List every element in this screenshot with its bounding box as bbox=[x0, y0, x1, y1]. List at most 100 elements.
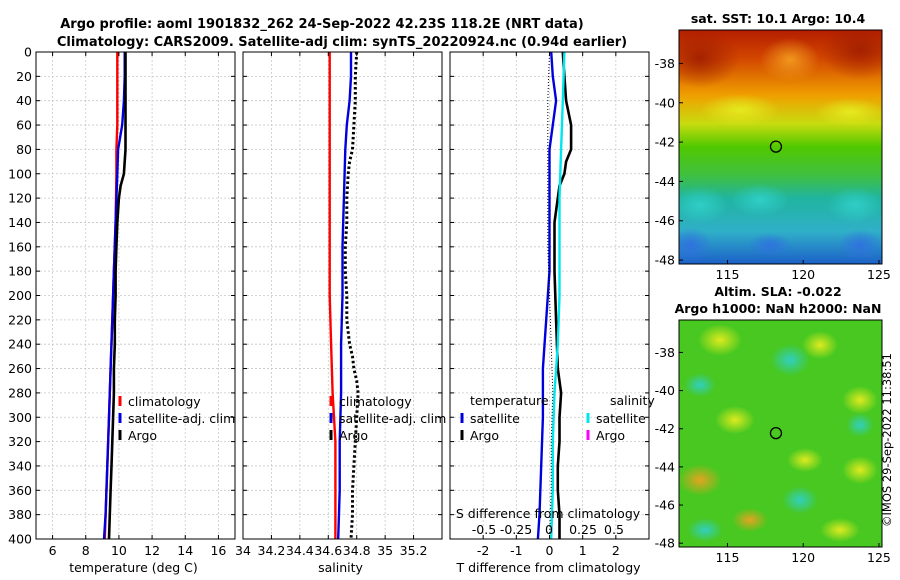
y-tick-label: 160 bbox=[8, 239, 32, 254]
legend-label: Argo bbox=[339, 428, 368, 443]
legend-label: climatology bbox=[128, 394, 201, 409]
x-tick-label: 1 bbox=[579, 543, 587, 558]
sst-map-title: sat. SST: 10.1 Argo: 10.4 bbox=[691, 11, 866, 26]
figure-title-line2: Climatology: CARS2009. Satellite-adj cli… bbox=[57, 35, 627, 50]
y-tick-label: -46 bbox=[655, 498, 675, 513]
y-tick-label: 40 bbox=[16, 93, 32, 108]
imos-stamp: ©IMOS 29-Sep-2022 11:38:51 bbox=[880, 353, 894, 527]
x-axis-label: salinity bbox=[318, 560, 363, 575]
y-tick-label: 220 bbox=[8, 312, 32, 327]
x-tick-label: 14 bbox=[177, 543, 193, 558]
x-tick-label: -1 bbox=[510, 543, 522, 558]
y-tick-label: 100 bbox=[8, 166, 32, 181]
series-line-argo bbox=[107, 52, 127, 540]
x-tick-label: 10 bbox=[111, 543, 127, 558]
sla-map-title-line2: Argo h1000: NaN h2000: NaN bbox=[675, 301, 882, 316]
x-tick-label: 8 bbox=[82, 543, 90, 558]
sla-map-title-line1: Altim. SLA: -0.022 bbox=[714, 284, 841, 299]
series-line-argo bbox=[343, 51, 360, 540]
legend-title-salinity: salinity bbox=[610, 393, 655, 408]
argo-position-marker bbox=[769, 426, 783, 440]
temperature-panel: 0 20 40 60 80 100 120 140 160 180 200 220 240 260 280 3… bbox=[8, 45, 236, 575]
x-tick-label: 125 bbox=[867, 267, 891, 282]
y-tick-label: -44 bbox=[655, 174, 675, 189]
y-tick-label: 120 bbox=[8, 191, 32, 206]
y-tick-label: 0 bbox=[24, 45, 32, 60]
sla-heatmap bbox=[679, 320, 882, 547]
y-tick-label: 20 bbox=[16, 69, 32, 84]
x-axis-label: T difference from climatology bbox=[455, 560, 641, 575]
x-tick-label: 34.4 bbox=[286, 543, 314, 558]
x-tick-label: 34 bbox=[235, 543, 251, 558]
series-line-satellite-adj-clim bbox=[102, 52, 126, 540]
y-tick-label: 340 bbox=[8, 458, 32, 473]
legend-label: Argo bbox=[596, 428, 625, 443]
s-tick-label: 0.25 bbox=[569, 522, 597, 537]
x-tick-label: 35 bbox=[377, 543, 393, 558]
argo-position-marker bbox=[769, 140, 783, 153]
y-tick-label: 320 bbox=[8, 434, 32, 449]
figure-title-line1: Argo profile: aoml 1901832_262 24-Sep-20… bbox=[60, 17, 584, 32]
y-tick-label: -48 bbox=[655, 536, 675, 551]
y-tick-label: 360 bbox=[8, 483, 32, 498]
y-tick-label: 380 bbox=[8, 507, 32, 522]
y-tick-label: -42 bbox=[655, 421, 675, 436]
y-tick-label: -38 bbox=[655, 345, 675, 360]
x-axis-label: temperature (deg C) bbox=[69, 560, 198, 575]
y-tick-label: -48 bbox=[655, 253, 675, 268]
series-line-t-argo bbox=[553, 51, 573, 539]
x-tick-label: 35.2 bbox=[400, 543, 428, 558]
x-tick-label: 34.8 bbox=[343, 543, 371, 558]
y-tick-label: 400 bbox=[8, 532, 32, 547]
s-tick-label: 0 bbox=[545, 522, 553, 537]
s-tick-label: 0.5 bbox=[604, 522, 624, 537]
s-tick-label: -0.5 bbox=[472, 522, 496, 537]
x-tick-label: 0 bbox=[546, 543, 554, 558]
sst-map-frame bbox=[678, 29, 883, 265]
legend-label: satellite-adj. clim bbox=[128, 411, 235, 426]
x-tick-label: 34.6 bbox=[314, 543, 342, 558]
x-tick-label: 16 bbox=[210, 543, 226, 558]
x-tick-label: 12 bbox=[144, 543, 160, 558]
s-tick-label: -0.25 bbox=[500, 522, 532, 537]
x-tick-label: 115 bbox=[716, 550, 740, 565]
series-line-s-zero bbox=[547, 51, 554, 540]
legend-label: climatology bbox=[339, 394, 412, 409]
legend-label: satellite bbox=[470, 411, 520, 426]
y-tick-label: 240 bbox=[8, 337, 32, 352]
sla-map-panel: Altim. SLA: -0.022 Argo h1000: NaN h2000… bbox=[655, 284, 891, 565]
sst-map-panel: sat. SST: 10.1 Argo: 10.4 115 120 125 -38 -4… bbox=[655, 11, 891, 282]
x-tick-label: -2 bbox=[477, 543, 489, 558]
sst-heatmap bbox=[679, 30, 882, 264]
series-line-t-satellite bbox=[536, 51, 558, 540]
legend-label: satellite-adj. clim bbox=[339, 411, 446, 426]
salinity-panel: 34 34.2 34.4 34.6 34.8 35 35.2 salinity climatol… bbox=[235, 51, 446, 575]
y-tick-label: 60 bbox=[16, 118, 32, 133]
y-tick-label: -38 bbox=[655, 56, 675, 71]
y-tick-label: -46 bbox=[655, 213, 675, 228]
legend-label: satellite bbox=[596, 411, 646, 426]
y-tick-label: -44 bbox=[655, 459, 675, 474]
series-line-satellite-adj-clim bbox=[337, 52, 353, 540]
y-tick-label: 200 bbox=[8, 288, 32, 303]
x-tick-label: 6 bbox=[49, 543, 57, 558]
y-tick-label: 80 bbox=[16, 142, 32, 157]
x-tick-label: 125 bbox=[867, 550, 891, 565]
y-tick-label: -42 bbox=[655, 135, 675, 150]
x-tick-label: 120 bbox=[791, 267, 815, 282]
y-tick-label: 260 bbox=[8, 361, 32, 376]
legend-label: Argo bbox=[128, 428, 157, 443]
y-tick-label: 180 bbox=[8, 264, 32, 279]
series-line-climatology bbox=[328, 52, 337, 539]
series-line-s-satellite bbox=[550, 51, 566, 540]
x-tick-label: 120 bbox=[791, 550, 815, 565]
sla-map-frame bbox=[678, 319, 883, 548]
x-tick-label: 34.2 bbox=[258, 543, 286, 558]
s-difference-label: S difference from climatology bbox=[456, 506, 641, 521]
legend-title-temperature: temperature bbox=[470, 393, 549, 408]
difference-panel: -2 -1 0 1 2 T difference from climatology temp… bbox=[449, 51, 655, 575]
y-tick-label: 280 bbox=[8, 385, 32, 400]
y-tick-label: -40 bbox=[655, 95, 675, 110]
legend-label: Argo bbox=[470, 428, 499, 443]
